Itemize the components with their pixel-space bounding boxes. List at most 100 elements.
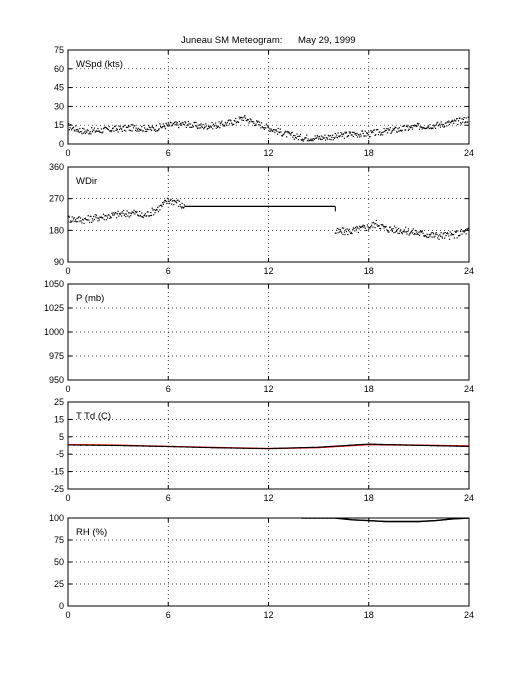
data-point [158, 128, 160, 130]
data-point [357, 136, 359, 138]
x-tick-label: 18 [364, 266, 374, 276]
data-point [414, 124, 416, 126]
data-point [425, 127, 427, 130]
data-point [395, 226, 397, 229]
y-tick-label: 975 [49, 351, 64, 361]
x-tick-label: 0 [65, 148, 70, 158]
data-point [100, 131, 102, 133]
data-point [373, 223, 375, 225]
data-point [267, 205, 269, 208]
data-point [345, 229, 347, 231]
data-point [295, 205, 297, 208]
data-point [228, 123, 231, 125]
data-point [121, 130, 123, 133]
data-point [224, 125, 226, 127]
data-point [310, 205, 312, 208]
data-point [235, 117, 237, 119]
data-point [405, 444, 408, 446]
data-point [461, 233, 463, 235]
data-point [130, 124, 132, 126]
data-point [247, 205, 249, 208]
data-point [434, 124, 436, 127]
data-point [350, 232, 352, 234]
data-point [323, 137, 325, 139]
data-point [162, 203, 164, 205]
data-point [360, 226, 362, 228]
data-point [168, 200, 170, 202]
data-point [70, 124, 72, 126]
data-point [347, 234, 349, 236]
data-point [320, 205, 323, 208]
data-point [399, 444, 401, 446]
data-point [104, 126, 106, 128]
data-point [390, 229, 392, 231]
data-point [429, 124, 431, 126]
y-tick-label: 25 [54, 579, 64, 589]
data-point [159, 204, 162, 207]
data-point [178, 120, 180, 123]
data-point [72, 220, 74, 222]
series-points [68, 197, 469, 240]
data-point [387, 128, 389, 130]
data-point [377, 128, 379, 131]
data-point [219, 205, 221, 208]
data-point [305, 518, 307, 519]
data-point [168, 123, 170, 125]
data-point [329, 135, 332, 137]
data-point [129, 212, 131, 214]
data-point [116, 213, 119, 215]
data-point [147, 211, 149, 213]
data-point [222, 205, 224, 208]
data-point [419, 126, 421, 128]
data-point [467, 229, 469, 231]
data-point [342, 133, 344, 135]
data-point [143, 127, 146, 129]
data-point [225, 123, 227, 125]
data-point [368, 131, 370, 133]
data-point [309, 518, 311, 519]
data-point [210, 205, 213, 208]
data-point [305, 205, 307, 208]
data-point [96, 217, 98, 219]
data-point [455, 445, 458, 447]
data-point [205, 205, 208, 208]
data-point [68, 123, 70, 125]
data-point [284, 205, 286, 208]
y-tick-label: 90 [54, 257, 64, 267]
data-point [424, 234, 426, 236]
data-point [439, 235, 442, 237]
data-point [281, 135, 284, 137]
data-point [155, 130, 157, 132]
data-point [434, 235, 436, 237]
data-point [448, 123, 451, 125]
data-point [260, 127, 262, 129]
data-point [163, 201, 165, 203]
data-point [334, 232, 336, 234]
data-point [432, 233, 435, 235]
data-point [293, 138, 295, 140]
x-tick-label: 12 [263, 266, 273, 276]
data-point [276, 130, 278, 132]
data-point [221, 205, 224, 208]
y-tick-label: 1050 [44, 279, 64, 289]
data-point [316, 205, 318, 208]
data-point [86, 444, 88, 446]
data-point [172, 123, 174, 125]
data-point [304, 137, 306, 139]
data-point [386, 132, 389, 134]
x-tick-label: 0 [65, 384, 70, 394]
data-point [405, 520, 408, 523]
data-point [274, 205, 276, 208]
data-point [302, 138, 304, 140]
data-point [154, 128, 156, 131]
data-point [253, 205, 256, 208]
data-point [85, 218, 87, 221]
data-point [145, 128, 147, 131]
data-point [387, 231, 389, 233]
data-point [375, 219, 378, 222]
data-point [444, 126, 446, 128]
data-point [462, 118, 465, 121]
data-point [117, 131, 119, 133]
data-point [405, 125, 407, 128]
data-point [457, 235, 460, 237]
